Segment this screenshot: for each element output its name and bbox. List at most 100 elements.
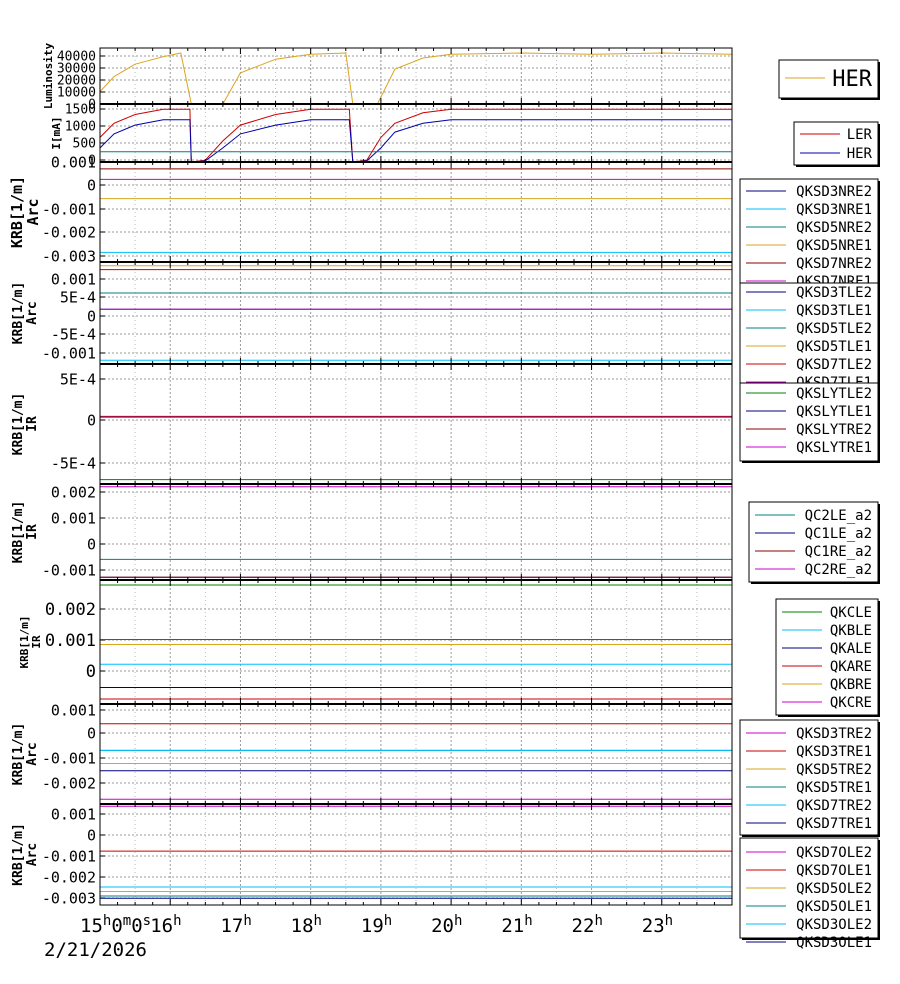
- y-tick-label: 0.002: [51, 483, 96, 501]
- y-tick-label: 0: [88, 98, 96, 113]
- legend-label: QKSD3OLE1: [796, 935, 872, 951]
- y-tick-label: 0.001: [45, 631, 96, 651]
- legend-4: QKSD3TLE2 QKSD3TLE1 QKSD5TLE2 QKSD5TLE1 QKSD…: [739, 282, 880, 400]
- legend-label: QKSD7OLE1: [796, 863, 872, 879]
- y-axis-label: KRB[1/m]: [11, 393, 26, 456]
- legend-label: QKSLYTRE2: [796, 422, 872, 438]
- legend-8: QKSD3TRE2 QKSD3TRE1 QKSD5TRE2 QKSD5TRE1 QKSD…: [739, 719, 880, 837]
- x-tick-label: 23h: [642, 913, 673, 937]
- y-axis-label: KRB[1/m]: [11, 823, 26, 886]
- legend-box: [739, 719, 879, 836]
- y-tick-label: 5E-4: [60, 288, 96, 306]
- legend-label: LER: [847, 127, 873, 143]
- legend-label: QKSD5NRE2: [796, 220, 872, 236]
- legend-3: QKSD3NRE2 QKSD3NRE1 QKSD5NRE2 QKSD5NRE1 QKSD…: [739, 178, 880, 296]
- series-line-ler: [99, 108, 732, 163]
- legend-label: QKSD5NRE1: [796, 238, 872, 254]
- panel-5: 5E-4 0 -5E-4 KRB[1/m] IR: [11, 363, 733, 485]
- y-tick-label: -0.002: [42, 868, 96, 886]
- legend-label: QKSD3OLE2: [796, 917, 872, 933]
- y-tick-label: 0.001: [51, 805, 96, 823]
- y-tick-label: 0.001: [51, 270, 96, 288]
- legend-label: QKSD5OLE1: [796, 899, 872, 915]
- legend-label: QKSD3TLE2: [796, 285, 872, 301]
- x-tick-label: 20h: [431, 913, 462, 937]
- legend-box: [793, 121, 879, 166]
- y-tick-label: 0.001: [51, 701, 96, 719]
- y-axis-label: KRB[1/m]: [8, 176, 26, 248]
- legend-box: [778, 59, 879, 99]
- x-tick-label: 16h: [150, 913, 181, 937]
- legend-label: HER: [847, 146, 873, 162]
- legend-2: LER HER: [793, 121, 880, 167]
- legend-label: QKSD3NRE1: [796, 202, 872, 218]
- y-tick-label: 0: [87, 826, 96, 844]
- legend-label: QKCRE: [830, 695, 872, 711]
- y-axis-sublabel: Arc: [25, 301, 40, 324]
- legend-label: QKSD5TRE2: [796, 762, 872, 778]
- y-axis-label: KRB[1/m]: [11, 501, 26, 564]
- legend-6: QC2LE_a2 QC1LE_a2 QC1RE_a2 QC2RE_a2: [748, 501, 880, 584]
- legend-box: [739, 178, 879, 295]
- y-tick-label: -0.001: [42, 749, 96, 767]
- legend-label: QKSD3TRE1: [796, 744, 872, 760]
- legend-label: QKSD5TLE1: [796, 339, 872, 355]
- legend-label: QKSD7TRE2: [796, 798, 872, 814]
- legend-label: QKSD7NRE2: [796, 256, 872, 272]
- y-tick-label: -5E-4: [51, 454, 96, 472]
- y-tick-label: 5E-4: [60, 370, 96, 388]
- x-tick-label: 17h: [220, 913, 251, 937]
- y-tick-label: 0: [87, 307, 96, 325]
- legend-box: [739, 382, 879, 462]
- y-tick-label: 0: [86, 662, 96, 682]
- x-tick-label: 22h: [572, 913, 603, 937]
- y-axis-sublabel: IR: [30, 635, 43, 649]
- panel-2: 1500 1000 500 0 I[mA]: [50, 103, 733, 169]
- y-tick-label: 40000: [57, 50, 96, 65]
- series-line-her: [99, 52, 733, 105]
- legend-1: HER: [778, 59, 880, 100]
- series-line-her: [99, 119, 732, 163]
- y-axis-sublabel: Arc: [24, 198, 42, 225]
- y-tick-label: 0: [87, 724, 96, 742]
- vertical-gridlines: [99, 48, 698, 905]
- legend-box: [775, 598, 879, 716]
- legend-label: QKSLYTRE1: [796, 440, 872, 456]
- y-tick-label: 0: [87, 176, 96, 194]
- y-tick-label: 500: [73, 137, 96, 152]
- y-tick-label: 0: [88, 154, 96, 169]
- x-tick-label: 15h0m0s: [80, 913, 151, 937]
- x-tick-label: 19h: [361, 913, 392, 937]
- legend-label: QKSD3NRE2: [796, 184, 872, 200]
- legend-label: QKSD7OLE2: [796, 845, 872, 861]
- y-axis-label: I[mA]: [50, 116, 63, 149]
- legend-label: QKCLE: [830, 605, 872, 621]
- y-tick-label: 1000: [65, 120, 96, 135]
- legend-label: QC2LE_a2: [805, 508, 872, 524]
- legend-7: QKCLE QKBLE QKALE QKARE QKBRE QKCRE: [775, 598, 880, 717]
- y-tick-label: -0.001: [42, 847, 96, 865]
- y-tick-label: 1500: [65, 103, 96, 118]
- y-tick-label: 0.002: [45, 600, 96, 620]
- y-axis-label: Luminosity: [42, 43, 55, 110]
- y-axis-sublabel: IR: [25, 524, 40, 540]
- legend-9: QKSD7OLE2 QKSD7OLE1 QKSD5OLE2 QKSD5OLE1 QKSD…: [739, 837, 880, 951]
- x-tick-label: 21h: [501, 913, 532, 937]
- y-tick-label: -0.002: [42, 223, 96, 241]
- x-tick-label: 18h: [291, 913, 322, 937]
- y-tick-label: -0.001: [42, 200, 96, 218]
- y-tick-label: 0: [87, 535, 96, 553]
- legend-label: QKALE: [830, 641, 872, 657]
- y-tick-label: 0: [87, 411, 96, 429]
- legend-label: QKBLE: [830, 623, 872, 639]
- legend-label: QKBRE: [830, 677, 872, 693]
- y-axis-sublabel: IR: [25, 416, 40, 432]
- legend-label: QKSD7TLE2: [796, 357, 872, 373]
- legend-label: QKSD3TRE2: [796, 726, 872, 742]
- y-tick-label: 10000: [57, 86, 96, 101]
- y-tick-label: -0.003: [42, 247, 96, 265]
- y-tick-label: 30000: [57, 62, 96, 77]
